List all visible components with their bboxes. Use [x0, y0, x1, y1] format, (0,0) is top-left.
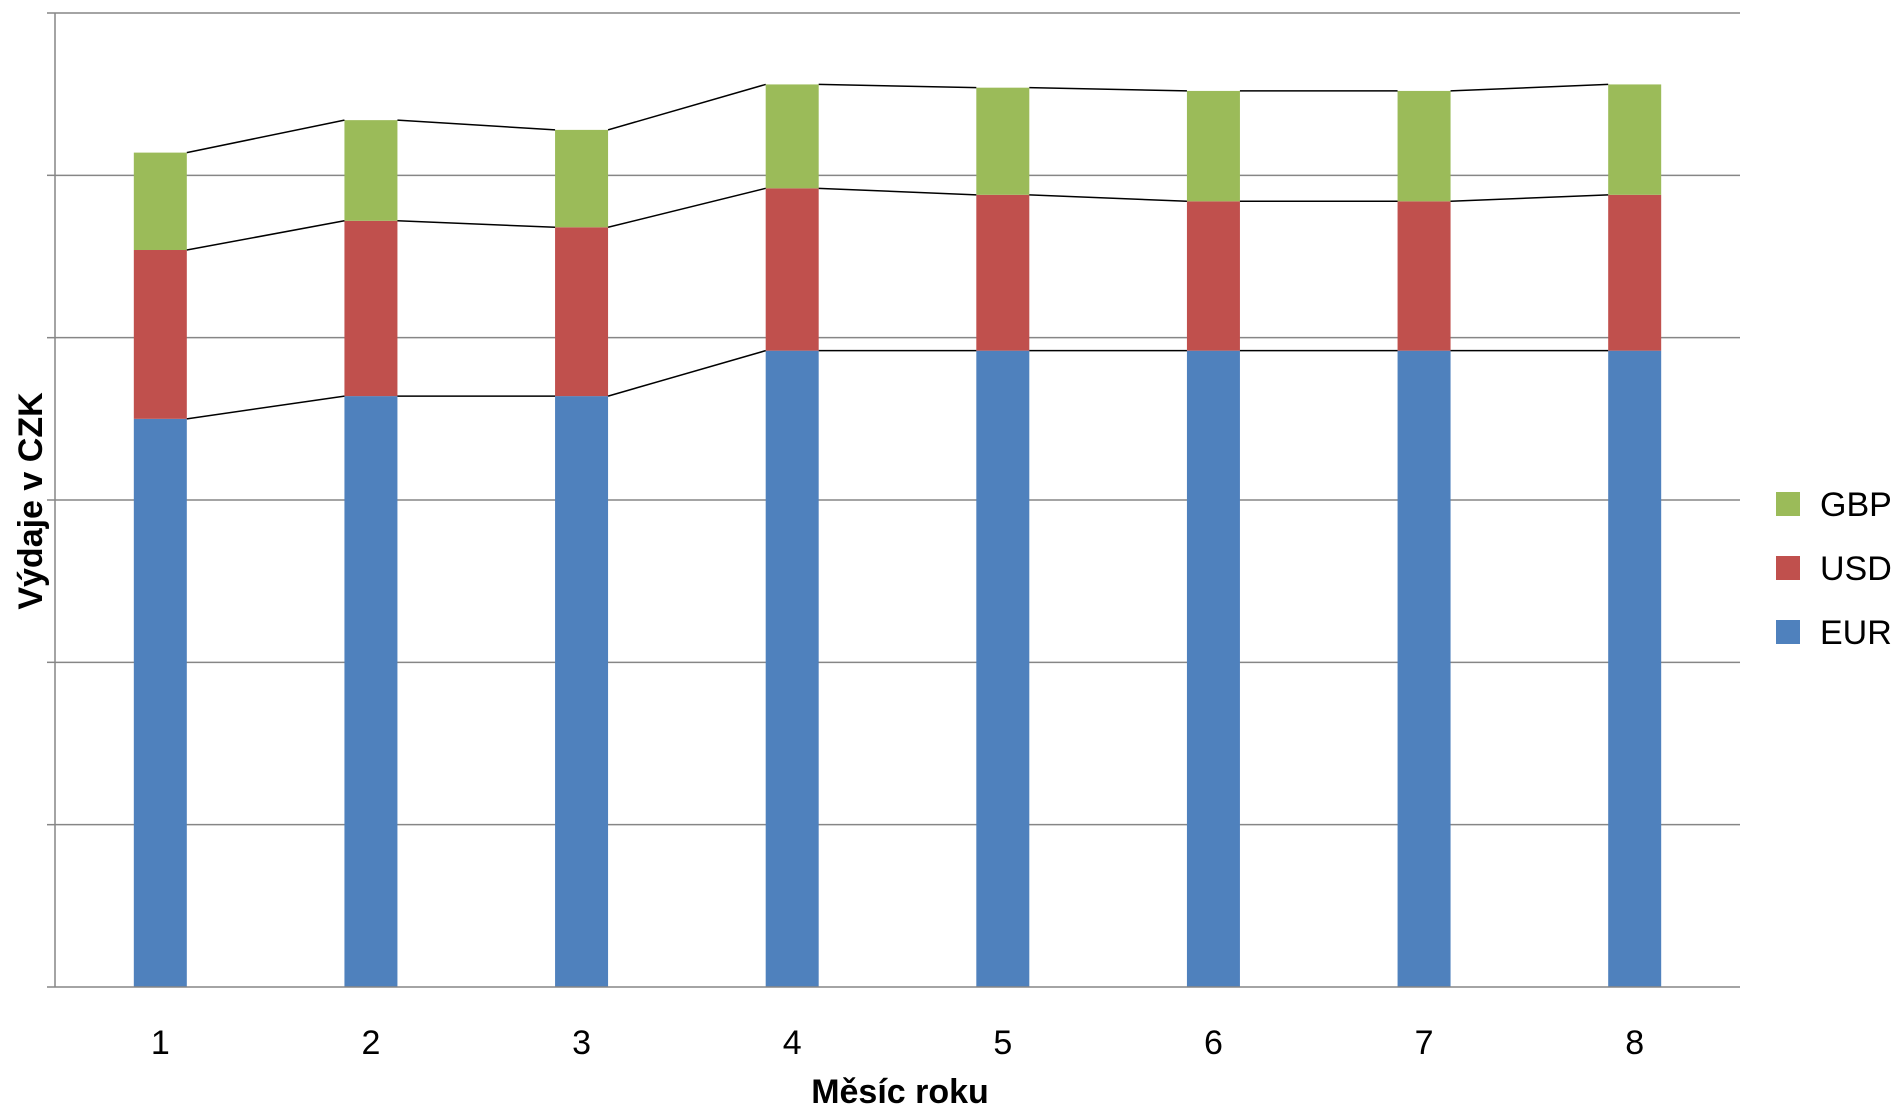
bar-segment-usd [555, 227, 609, 397]
series-line-usd [818, 187, 977, 196]
bar-segment-eur [976, 350, 1030, 987]
series-line-gbp [1029, 86, 1187, 92]
legend-swatch-gbp [1776, 492, 1800, 516]
series-line-usd [186, 220, 345, 251]
series-lines-layer [186, 83, 1609, 420]
x-tick-label: 1 [151, 1024, 170, 1062]
series-line-gbp [397, 119, 556, 131]
y-axis-title: Výdaje v CZK [12, 392, 50, 610]
bar-segment-eur [133, 418, 187, 987]
bar-segment-eur [555, 396, 609, 987]
bar-segment-gbp [555, 129, 609, 228]
legend-swatch-eur [1776, 620, 1800, 644]
bar-segment-eur [1186, 350, 1240, 987]
series-line-gbp [186, 119, 345, 154]
bar-segment-usd [133, 250, 187, 419]
legend-label-usd: USD [1820, 550, 1892, 588]
bar-segment-gbp [1186, 90, 1240, 202]
legend-label-eur: EUR [1820, 614, 1892, 652]
legend-label-gbp: GBP [1820, 486, 1892, 524]
series-line-usd [397, 220, 556, 229]
bar-segment-gbp [765, 84, 819, 189]
x-tick-label: 3 [572, 1024, 591, 1062]
series-line-gbp [607, 83, 766, 131]
series-line-eur [607, 349, 766, 397]
bar-segment-usd [765, 188, 819, 351]
grid-layer [55, 12, 1740, 826]
legend-swatch-usd [1776, 556, 1800, 580]
series-line-usd [1029, 194, 1187, 203]
bar-segment-gbp [133, 152, 187, 251]
x-tick-label: 8 [1625, 1024, 1644, 1062]
x-tick-label: 4 [783, 1024, 802, 1062]
x-axis-title: Měsíc roku [811, 1073, 989, 1111]
bar-segment-usd [1186, 201, 1240, 351]
bar-segment-usd [344, 220, 398, 397]
x-tick-labels: 1 2 3 4 5 6 7 8 [151, 1024, 1644, 1062]
bar-segment-usd [1608, 194, 1662, 351]
series-line-gbp [1450, 83, 1609, 92]
bar-segment-usd [976, 194, 1030, 351]
bar-segment-gbp [976, 87, 1030, 195]
axis-layer [47, 12, 1740, 988]
bar-segment-eur [765, 350, 819, 987]
bar-segment-gbp [1608, 84, 1662, 195]
series-line-gbp [818, 83, 977, 89]
bar-segment-usd [1397, 201, 1451, 351]
legend: GBP USD EUR [1776, 486, 1892, 652]
bar-segment-gbp [1397, 90, 1451, 202]
x-tick-label: 7 [1415, 1024, 1434, 1062]
bar-layer [133, 84, 1662, 987]
bar-segment-gbp [344, 120, 398, 221]
series-line-usd [1450, 194, 1609, 203]
x-tick-label: 5 [993, 1024, 1012, 1062]
bar-segment-eur [1397, 350, 1451, 987]
series-line-eur [186, 395, 345, 420]
bar-segment-eur [344, 396, 398, 987]
series-line-usd [607, 187, 766, 229]
bar-segment-eur [1608, 350, 1662, 987]
x-tick-label: 2 [361, 1024, 380, 1062]
x-tick-label: 6 [1204, 1024, 1223, 1062]
